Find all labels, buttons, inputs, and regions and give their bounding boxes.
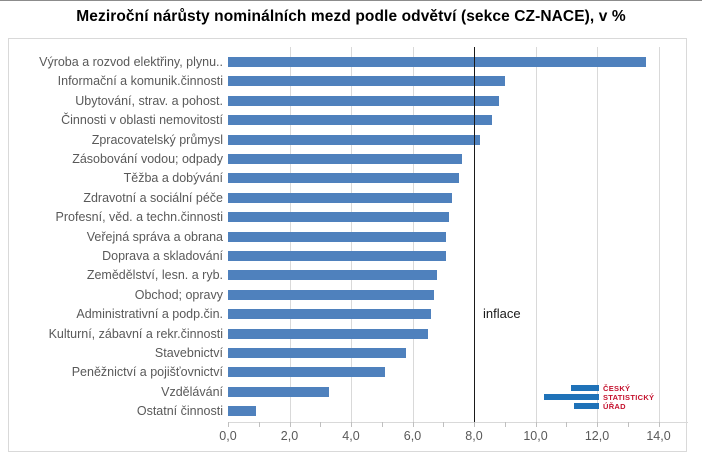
x-axis-label: 10,0	[523, 429, 548, 443]
category-label: Zemědělství, lesn. a ryb.	[86, 268, 223, 283]
bar	[228, 192, 453, 203]
csu-logo-text-line1: ČESKÝ	[603, 384, 631, 393]
csu-logo-bar-top	[571, 385, 599, 391]
category-label: Ostatní činnosti	[136, 404, 223, 419]
inflation-reference-line	[473, 47, 475, 422]
x-axis-tick	[504, 422, 506, 427]
category-label: Zdravotní a sociální péče	[83, 190, 223, 205]
category-label: Výroba a rozvod elektřiny, plynu..	[39, 55, 223, 69]
bar	[228, 348, 407, 358]
bar	[228, 134, 481, 145]
category-label: Kulturní, zábavní a rekr.činnosti	[48, 326, 223, 341]
category-label: Těžba a dobývání	[123, 171, 223, 186]
gridline-x-10,0	[535, 47, 537, 422]
x-axis-label: 8,0	[465, 429, 483, 443]
bar	[228, 270, 438, 281]
x-axis-tick	[443, 422, 445, 427]
x-axis-tick	[474, 422, 475, 427]
category-label: Stavebnictví	[154, 346, 223, 360]
x-axis-tick	[351, 422, 352, 427]
category-label: Veřejná správa a obrana	[86, 229, 223, 244]
x-axis-label: 6,0	[403, 429, 422, 443]
bar	[228, 386, 330, 397]
x-axis-label: 0,0	[219, 429, 237, 443]
x-axis-tick	[228, 422, 229, 427]
bar	[228, 57, 647, 67]
category-label: Zásobování vodou; odpady	[72, 152, 223, 166]
csu-logo: ČESKÝ STATISTICKÝ ÚŘAD	[544, 383, 684, 411]
bar	[228, 212, 450, 223]
gridline-x-14,0	[658, 47, 660, 422]
csu-logo-text-line3: ÚŘAD	[603, 402, 626, 411]
x-axis-tick	[566, 422, 568, 427]
bar	[228, 367, 385, 378]
category-label: Činnosti v oblasti nemovitostí	[61, 113, 223, 128]
x-axis-label: 12,0	[584, 429, 610, 443]
category-label: Vzdělávání	[161, 384, 223, 399]
bar	[228, 173, 459, 184]
x-axis-label: 14,0	[646, 429, 671, 443]
x-axis-tick	[658, 422, 660, 427]
gridline-x-12,0	[597, 47, 598, 422]
chart-plot-frame: Výroba a rozvod elektřiny, plynu.. Inform…	[8, 38, 688, 453]
bar	[228, 95, 499, 106]
bar	[228, 231, 447, 242]
bar	[228, 154, 462, 164]
x-axis-tick	[320, 422, 322, 427]
x-axis-tick	[627, 422, 629, 427]
plot-area: Výroba a rozvod elektřiny, plynu.. Inform…	[9, 39, 688, 453]
bar	[228, 76, 505, 87]
x-axis-line	[228, 422, 688, 423]
x-axis-tick	[412, 422, 414, 427]
csu-logo-bar-middle	[544, 394, 599, 400]
x-axis-tick	[597, 422, 598, 427]
category-label: Ubytování, strav. a pohost.	[75, 93, 223, 108]
category-label: Profesní, věd. a techn.činnosti	[55, 210, 223, 225]
category-label: Administrativní a podp.čin.	[76, 307, 223, 322]
x-axis-tick	[289, 422, 291, 427]
bar	[228, 328, 428, 339]
x-axis-label: 2,0	[280, 429, 299, 443]
x-axis-tick	[258, 422, 260, 427]
category-label: Zpracovatelský průmysl	[91, 132, 223, 147]
bar	[228, 115, 493, 126]
bar	[228, 309, 431, 320]
csu-logo-text-line2: STATISTICKÝ	[603, 393, 655, 402]
category-label: Peněžnictví a pojišťovnictví	[71, 365, 223, 380]
csu-logo-bar-bottom	[574, 403, 599, 409]
category-label: Informační a komunik.činnosti	[57, 74, 223, 89]
bar	[228, 251, 447, 261]
inflation-reference-label: inflace	[483, 306, 521, 321]
category-label: Obchod; opravy	[134, 287, 223, 302]
x-axis-label: 4,0	[342, 429, 360, 443]
category-label: Doprava a skladování	[102, 249, 223, 263]
bar	[228, 289, 435, 300]
chart-title: Meziroční nárůsty nominálních mezd podle…	[76, 8, 626, 25]
bar	[228, 406, 256, 417]
x-axis-tick	[381, 422, 383, 427]
x-axis-tick	[535, 422, 537, 427]
